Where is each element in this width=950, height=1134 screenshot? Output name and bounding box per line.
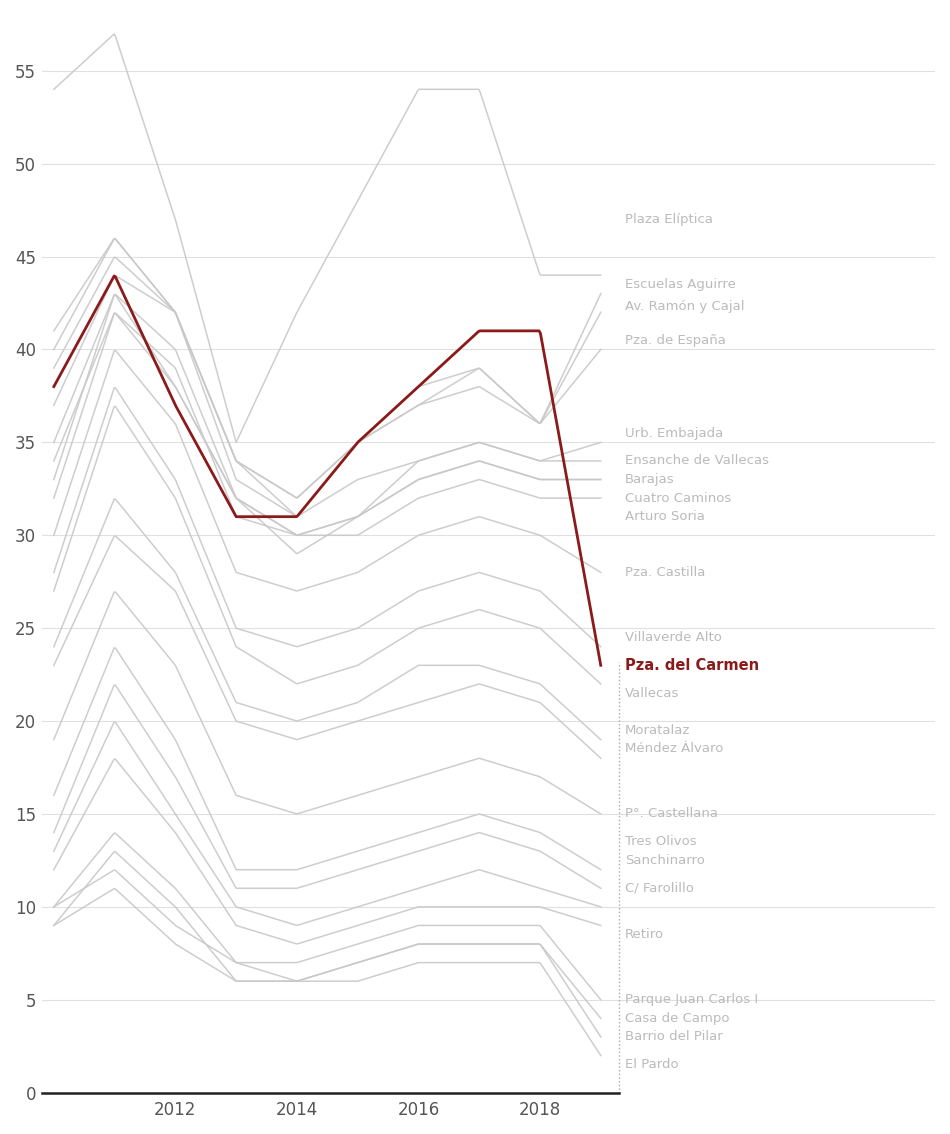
Text: Villaverde Alto: Villaverde Alto	[625, 631, 722, 644]
Text: Parque Juan Carlos I: Parque Juan Carlos I	[625, 993, 758, 1006]
Text: Av. Ramón y Cajal: Av. Ramón y Cajal	[625, 301, 745, 313]
Text: Sanchinarro: Sanchinarro	[625, 854, 705, 866]
Text: Vallecas: Vallecas	[625, 687, 679, 700]
Text: El Pardo: El Pardo	[625, 1058, 678, 1072]
Text: Pza. del Carmen: Pza. del Carmen	[625, 658, 759, 672]
Text: Arturo Soria: Arturo Soria	[625, 510, 705, 523]
Text: Pza. de España: Pza. de España	[625, 333, 726, 347]
Text: Tres Olivos: Tres Olivos	[625, 836, 696, 848]
Text: Pza. Castilla: Pza. Castilla	[625, 566, 706, 579]
Text: Retiro: Retiro	[625, 929, 664, 941]
Text: Méndez Álvaro: Méndez Álvaro	[625, 743, 724, 755]
Text: Casa de Campo: Casa de Campo	[625, 1012, 730, 1025]
Text: Escuelas Aguirre: Escuelas Aguirre	[625, 278, 736, 291]
Text: P°. Castellana: P°. Castellana	[625, 807, 718, 821]
Text: Moratalaz: Moratalaz	[625, 723, 691, 737]
Text: Cuatro Caminos: Cuatro Caminos	[625, 492, 732, 505]
Text: Ensanche de Vallecas: Ensanche de Vallecas	[625, 455, 770, 467]
Text: C/ Farolillo: C/ Farolillo	[625, 882, 694, 895]
Text: Plaza Elíptica: Plaza Elíptica	[625, 213, 713, 226]
Text: Barajas: Barajas	[625, 473, 674, 486]
Text: Barrio del Pilar: Barrio del Pilar	[625, 1031, 723, 1043]
Text: Urb. Embajada: Urb. Embajada	[625, 426, 723, 440]
